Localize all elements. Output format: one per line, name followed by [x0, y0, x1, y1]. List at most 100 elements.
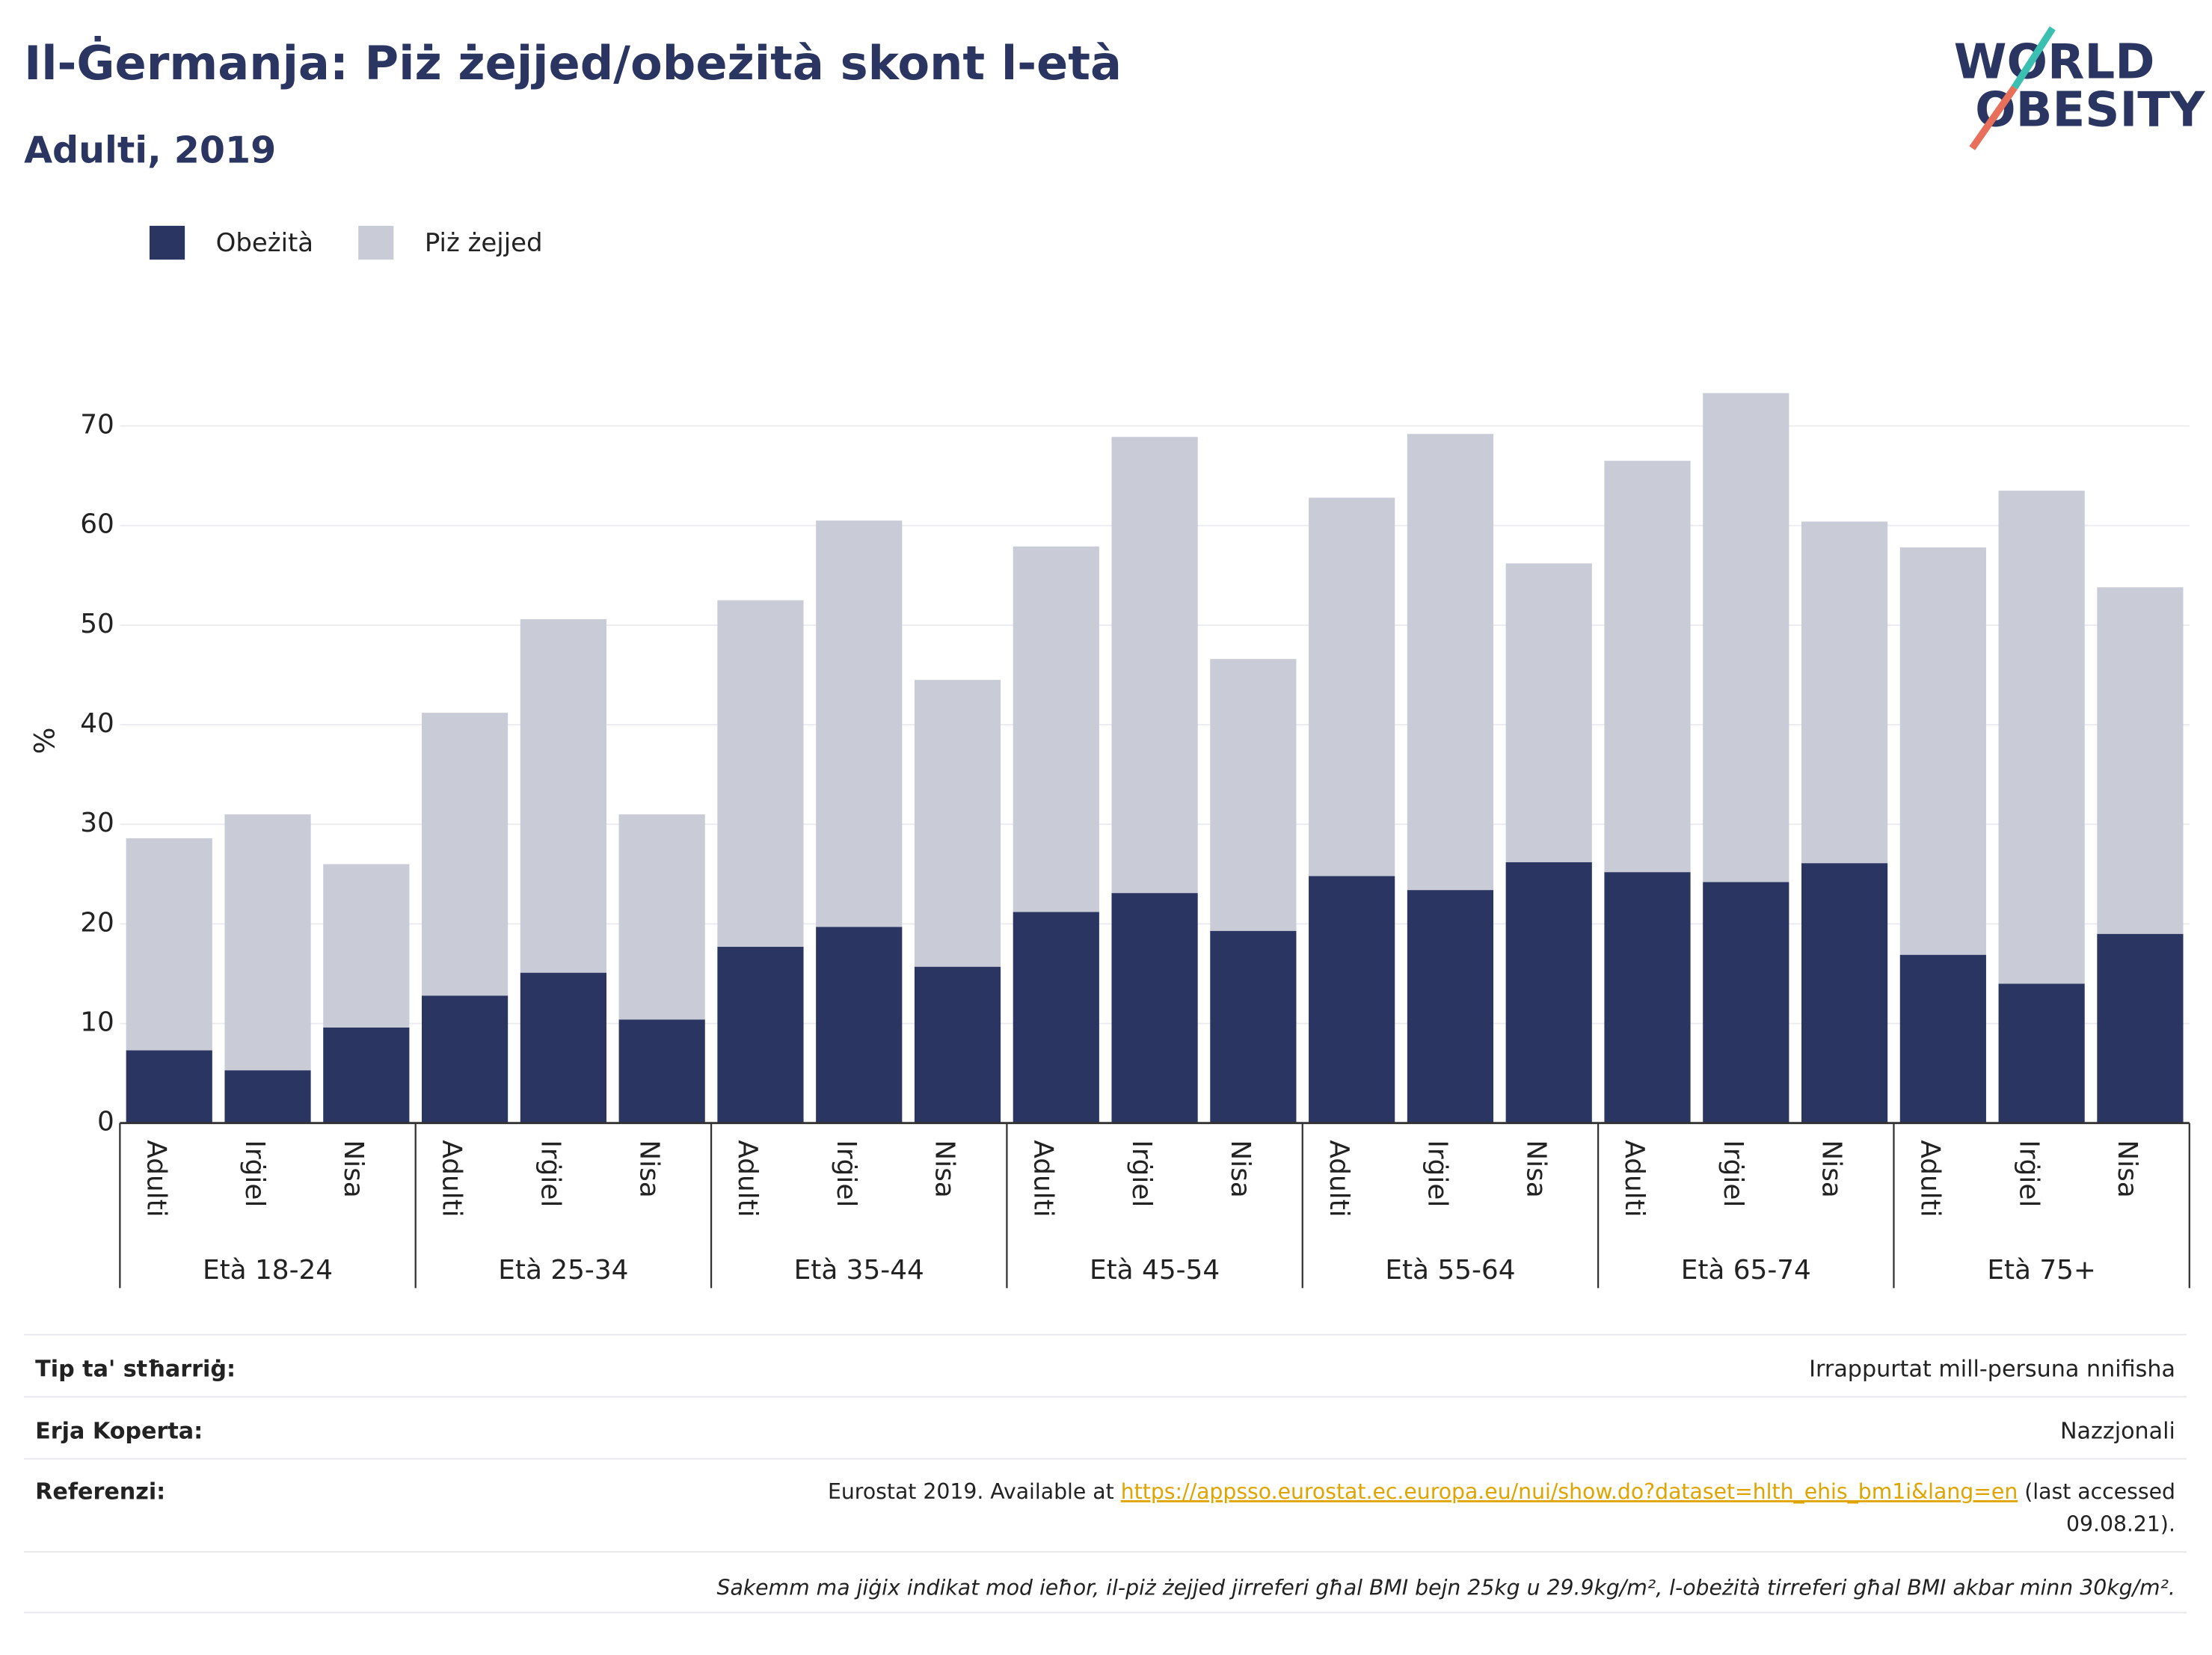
chart-subtitle: Adulti, 2019: [24, 128, 276, 171]
bar-segment: [520, 618, 606, 973]
bar-segment: [816, 927, 903, 1123]
x-tick-label: Nisa: [633, 1140, 664, 1197]
x-tick-label: Adulti: [1914, 1140, 1945, 1217]
bar-segment: [1604, 872, 1691, 1123]
legend-label: Obeżità: [216, 228, 313, 258]
y-axis-label: %: [28, 728, 61, 755]
row-value: Nazzjonali: [2060, 1418, 2175, 1444]
x-tick-label: Nisa: [1225, 1140, 1256, 1197]
x-tick-label: Nisa: [2112, 1140, 2142, 1197]
x-tick-label: Adulti: [437, 1140, 467, 1217]
bar-segment: [520, 972, 606, 1123]
bar-segment: [717, 600, 804, 948]
bar-segment: [618, 1019, 705, 1123]
logo: WORLD OBESITY: [1954, 26, 2206, 150]
bar-segment: [1505, 563, 1592, 862]
x-tick-label: Irġiel: [1126, 1140, 1157, 1207]
x-tick-label: Adulti: [141, 1140, 171, 1217]
legend-swatch: [358, 225, 394, 260]
group-label: Età 55-64: [1385, 1255, 1515, 1286]
y-tick-label: 40: [80, 708, 114, 739]
bar-segment: [618, 814, 705, 1020]
y-tick-label: 60: [80, 509, 114, 540]
bar-segment: [1407, 890, 1494, 1123]
row-label: Referenzi:: [35, 1479, 165, 1505]
y-tick-label: 50: [80, 609, 114, 639]
y-tick-label: 10: [80, 1007, 114, 1038]
bar-segment: [126, 838, 212, 1051]
bar-segment: [1703, 882, 1789, 1123]
bar-segment: [1210, 930, 1297, 1123]
bar-segment: [914, 680, 1001, 967]
reference-text: Eurostat 2019. Available at: [828, 1479, 1121, 1504]
y-tick-label: 20: [80, 907, 114, 938]
reference-text: (last accessed: [2018, 1479, 2175, 1504]
y-tick-label: 70: [80, 410, 114, 440]
bar-segment: [914, 966, 1001, 1123]
bar-segment: [323, 1027, 410, 1123]
bar-segment: [323, 864, 410, 1028]
chart-title: Il-Ġermanja: Piż żejjed/obeżità skont l-…: [24, 36, 1122, 90]
x-tick-label: Adulti: [732, 1140, 763, 1217]
bar-segment: [2097, 587, 2184, 934]
bar-segment: [1505, 862, 1592, 1123]
x-tick-label: Irġiel: [535, 1140, 566, 1207]
x-tick-label: Irġiel: [831, 1140, 861, 1207]
reference-text: 09.08.21).: [2066, 1511, 2175, 1536]
logo-slash: [1969, 85, 2018, 150]
bar-segment: [1998, 491, 2085, 984]
bar-segment: [816, 521, 903, 927]
bar-segment: [1013, 912, 1099, 1123]
bar-segment: [1703, 393, 1789, 882]
bar-segment: [1801, 863, 1888, 1123]
bar-segment: [1111, 893, 1198, 1123]
bar-segment: [422, 995, 509, 1123]
row-label: Tip ta' stħarriġ:: [35, 1356, 236, 1382]
footer: Tip ta' stħarriġ: Irrappurtat mill-persu…: [24, 1333, 2187, 1614]
x-tick-label: Nisa: [930, 1140, 960, 1197]
bar-segment: [1111, 437, 1198, 894]
bar-segment: [422, 713, 509, 996]
x-tick-label: Adulti: [1619, 1140, 1650, 1217]
x-tick-label: Irġiel: [239, 1140, 270, 1207]
bar-segment: [717, 947, 804, 1123]
reference-link[interactable]: https://appsso.eurostat.ec.europa.eu/nui…: [1121, 1479, 2018, 1504]
bar-segment: [1309, 497, 1395, 876]
legend-label: Piż żejjed: [425, 228, 543, 258]
bar-segment: [1899, 954, 1986, 1123]
group-label: Età 35-44: [794, 1255, 924, 1286]
logo-slash: [2011, 26, 2056, 90]
note: Sakemm ma jiġix indikat mod ieħor, il-pi…: [717, 1575, 2175, 1600]
legend-swatch: [149, 225, 185, 260]
bar-segment: [1801, 521, 1888, 864]
row-label: Erja Koperta:: [35, 1418, 203, 1444]
bar-segment: [1998, 983, 2085, 1123]
bar-segment: [224, 1070, 311, 1123]
group-label: Età 65-74: [1681, 1255, 1811, 1286]
bar-segment: [126, 1050, 212, 1123]
group-label: Età 45-54: [1090, 1255, 1220, 1286]
x-tick-label: Irġiel: [1718, 1140, 1748, 1207]
bar-segment: [1210, 659, 1297, 931]
bar-segment: [1407, 434, 1494, 891]
y-tick-label: 0: [97, 1107, 114, 1137]
row-value: Irrappurtat mill-persuna nnifisha: [1809, 1356, 2175, 1382]
bar-segment: [1013, 546, 1099, 912]
x-tick-label: Nisa: [338, 1140, 369, 1197]
group-label: Età 75+: [1987, 1255, 2096, 1286]
x-tick-label: Nisa: [1520, 1140, 1551, 1197]
bar-segment: [2097, 933, 2184, 1123]
group-label: Età 18-24: [203, 1255, 333, 1286]
x-tick-label: Nisa: [1816, 1140, 1847, 1197]
y-tick-label: 30: [80, 808, 114, 838]
x-tick-label: Adulti: [1027, 1140, 1058, 1217]
bar-segment: [1899, 547, 1986, 955]
logo-line1: WORLD: [1954, 34, 2155, 90]
group-label: Età 25-34: [498, 1255, 628, 1286]
reference: Eurostat 2019. Available at https://apps…: [828, 1479, 2175, 1504]
bar-segment: [1604, 461, 1691, 873]
x-tick-label: Adulti: [1324, 1140, 1354, 1217]
x-tick-label: Irġiel: [2013, 1140, 2044, 1207]
bar-segment: [224, 814, 311, 1071]
